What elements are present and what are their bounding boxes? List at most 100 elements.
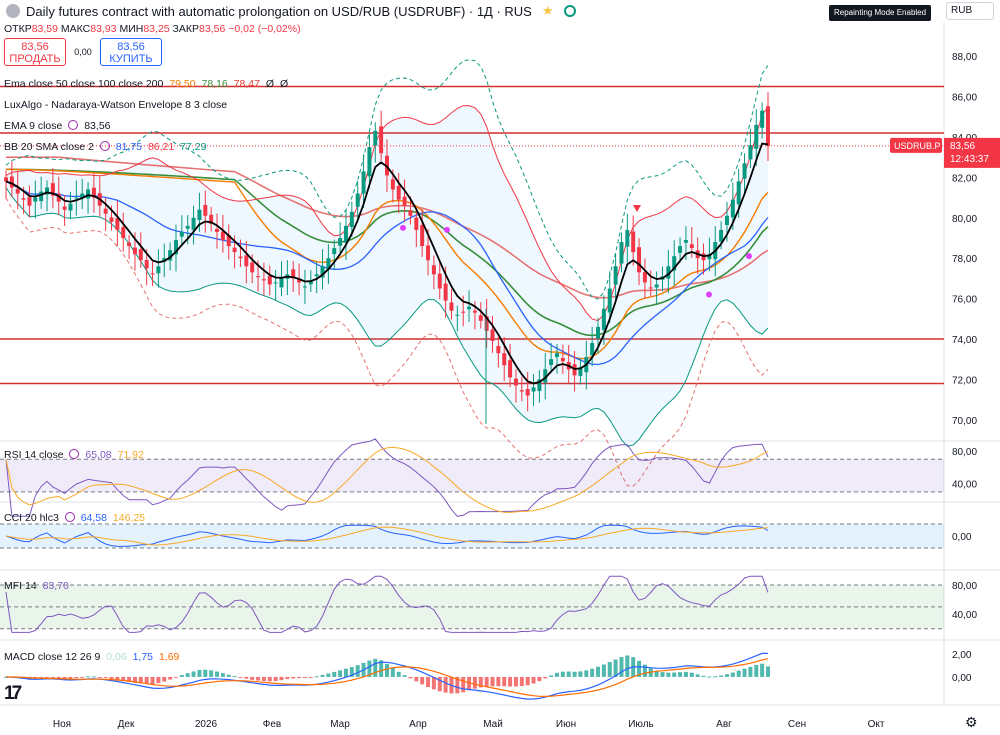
macd-histogram-bar bbox=[672, 672, 677, 677]
star-icon[interactable]: ★ bbox=[541, 3, 554, 18]
legend-ema-v3: 78,47 bbox=[233, 78, 260, 90]
macd-histogram-bar bbox=[549, 675, 554, 677]
legend-rsi[interactable]: RSI 14 close 65,08 71,92 bbox=[4, 449, 144, 461]
candle-body bbox=[449, 302, 454, 311]
candle-body bbox=[426, 245, 431, 261]
candle-body bbox=[226, 235, 231, 247]
legend-ema9[interactable]: EMA 9 close 83,56 bbox=[4, 120, 111, 132]
candle-body bbox=[338, 238, 343, 246]
settings-gear-icon[interactable]: ⚙ bbox=[965, 714, 978, 730]
rsi-ma-line bbox=[5, 446, 769, 513]
macd-histogram-bar bbox=[150, 676, 155, 685]
macd-histogram-bar bbox=[273, 676, 278, 682]
macd-histogram-bar bbox=[173, 676, 178, 678]
candle-body bbox=[62, 206, 67, 210]
candle-body bbox=[86, 189, 91, 199]
candle-body bbox=[332, 248, 337, 255]
candle-body bbox=[50, 183, 55, 196]
candle-body bbox=[185, 225, 190, 229]
time-axis-label: Апр bbox=[409, 719, 427, 730]
market-status-icon[interactable] bbox=[563, 5, 576, 17]
candle-body bbox=[373, 130, 378, 146]
macd-histogram-bar bbox=[584, 670, 589, 677]
time-axis-label: 2026 bbox=[195, 719, 218, 730]
macd-histogram-bar bbox=[420, 676, 425, 685]
legend-nw[interactable]: LuxAlgo - Nadaraya-Watson Envelope 8 3 c… bbox=[4, 99, 227, 111]
candle-body bbox=[560, 357, 565, 362]
macd-histogram-bar bbox=[291, 676, 296, 679]
legend-macd[interactable]: MACD close 12 26 9 0,06 1,75 1,69 bbox=[4, 651, 179, 663]
candle-body bbox=[719, 229, 724, 242]
indicator-settings-icon[interactable] bbox=[69, 449, 80, 459]
candle-body bbox=[601, 308, 606, 330]
legend-ema[interactable]: Ema close 50 close 100 close 200 79,50 7… bbox=[4, 78, 288, 90]
legend-macd-v1: 0,06 bbox=[106, 651, 127, 663]
candle-body bbox=[343, 225, 348, 243]
legend-mfi[interactable]: MFI 14 83,70 bbox=[4, 580, 69, 592]
candle-body bbox=[250, 262, 255, 273]
currency-selector[interactable]: RUB bbox=[946, 2, 994, 20]
macd-histogram-bar bbox=[736, 670, 741, 677]
candle-body bbox=[314, 274, 319, 277]
macd-tick-label: 2,00 bbox=[952, 650, 972, 661]
macd-histogram-bar bbox=[109, 676, 114, 679]
macd-histogram-bar bbox=[115, 676, 120, 681]
candle-body bbox=[74, 197, 79, 199]
candle-body bbox=[408, 210, 413, 216]
open-label: ОТКР bbox=[4, 23, 32, 35]
macd-histogram-bar bbox=[766, 666, 770, 677]
low-value: 83,25 bbox=[143, 23, 170, 35]
candle-body bbox=[103, 208, 108, 214]
macd-signal-line bbox=[5, 658, 769, 698]
macd-histogram-bar bbox=[543, 676, 548, 679]
macd-histogram-bar bbox=[144, 676, 149, 684]
candle-body bbox=[244, 255, 249, 267]
candle-body bbox=[291, 269, 296, 279]
bb-upper-line bbox=[5, 105, 769, 322]
macd-histogram-bar bbox=[613, 659, 618, 677]
macd-histogram-bar bbox=[91, 676, 96, 678]
time-axis-label: Июн bbox=[556, 719, 576, 730]
candle-body bbox=[484, 316, 489, 331]
ema-100-line bbox=[6, 168, 769, 337]
macd-histogram-bar bbox=[50, 676, 55, 678]
legend-bb[interactable]: BB 20 SMA close 2 81,75 86,21 77,29 bbox=[4, 141, 206, 153]
tradingview-logo[interactable]: 17 bbox=[4, 683, 22, 704]
legend-cci[interactable]: CCI 20 hlc3 64,58 146,25 bbox=[4, 512, 145, 524]
mfi-tick-label: 80,00 bbox=[952, 581, 977, 592]
indicator-settings-icon[interactable] bbox=[99, 141, 110, 151]
candle-body bbox=[742, 163, 747, 179]
sell-price: 83,56 bbox=[21, 41, 49, 53]
macd-histogram-bar bbox=[437, 676, 442, 692]
sell-button[interactable]: 83,56 ПРОДАТЬ bbox=[4, 38, 66, 66]
indicator-settings-icon[interactable] bbox=[64, 512, 75, 522]
candle-body bbox=[402, 196, 407, 206]
buy-button[interactable]: 83,56 КУПИТЬ bbox=[100, 38, 162, 66]
candle-body bbox=[203, 204, 208, 216]
candle-body bbox=[361, 171, 366, 194]
nw-upper-band bbox=[5, 59, 769, 300]
symbol-title[interactable]: Daily futures contract with automatic pr… bbox=[26, 3, 532, 19]
candle-body bbox=[56, 193, 61, 202]
macd-histogram-bar bbox=[724, 674, 729, 677]
candle-body bbox=[168, 250, 173, 261]
candle-body bbox=[279, 278, 284, 288]
macd-histogram-bar bbox=[637, 660, 642, 677]
legend-bb-v3: 77,29 bbox=[180, 141, 207, 153]
candle-body bbox=[554, 353, 559, 358]
candle-body bbox=[144, 260, 149, 269]
indicator-settings-icon[interactable] bbox=[68, 120, 79, 130]
macd-histogram-bar bbox=[121, 676, 126, 682]
macd-histogram-bar bbox=[695, 674, 700, 677]
ohlc-readout: ОТКР83,59 МАКС83,93 МИН83,25 ЗАКР83,56 −… bbox=[4, 23, 301, 35]
macd-histogram-bar bbox=[566, 671, 571, 677]
macd-histogram-bar bbox=[349, 667, 354, 677]
candle-body bbox=[9, 176, 14, 188]
macd-histogram-bar bbox=[338, 670, 343, 677]
macd-histogram-bar bbox=[132, 676, 137, 683]
macd-histogram-bar bbox=[443, 676, 448, 693]
candle-body bbox=[121, 227, 126, 238]
candle-body bbox=[385, 155, 389, 176]
time-axis-label: Май bbox=[483, 719, 503, 730]
